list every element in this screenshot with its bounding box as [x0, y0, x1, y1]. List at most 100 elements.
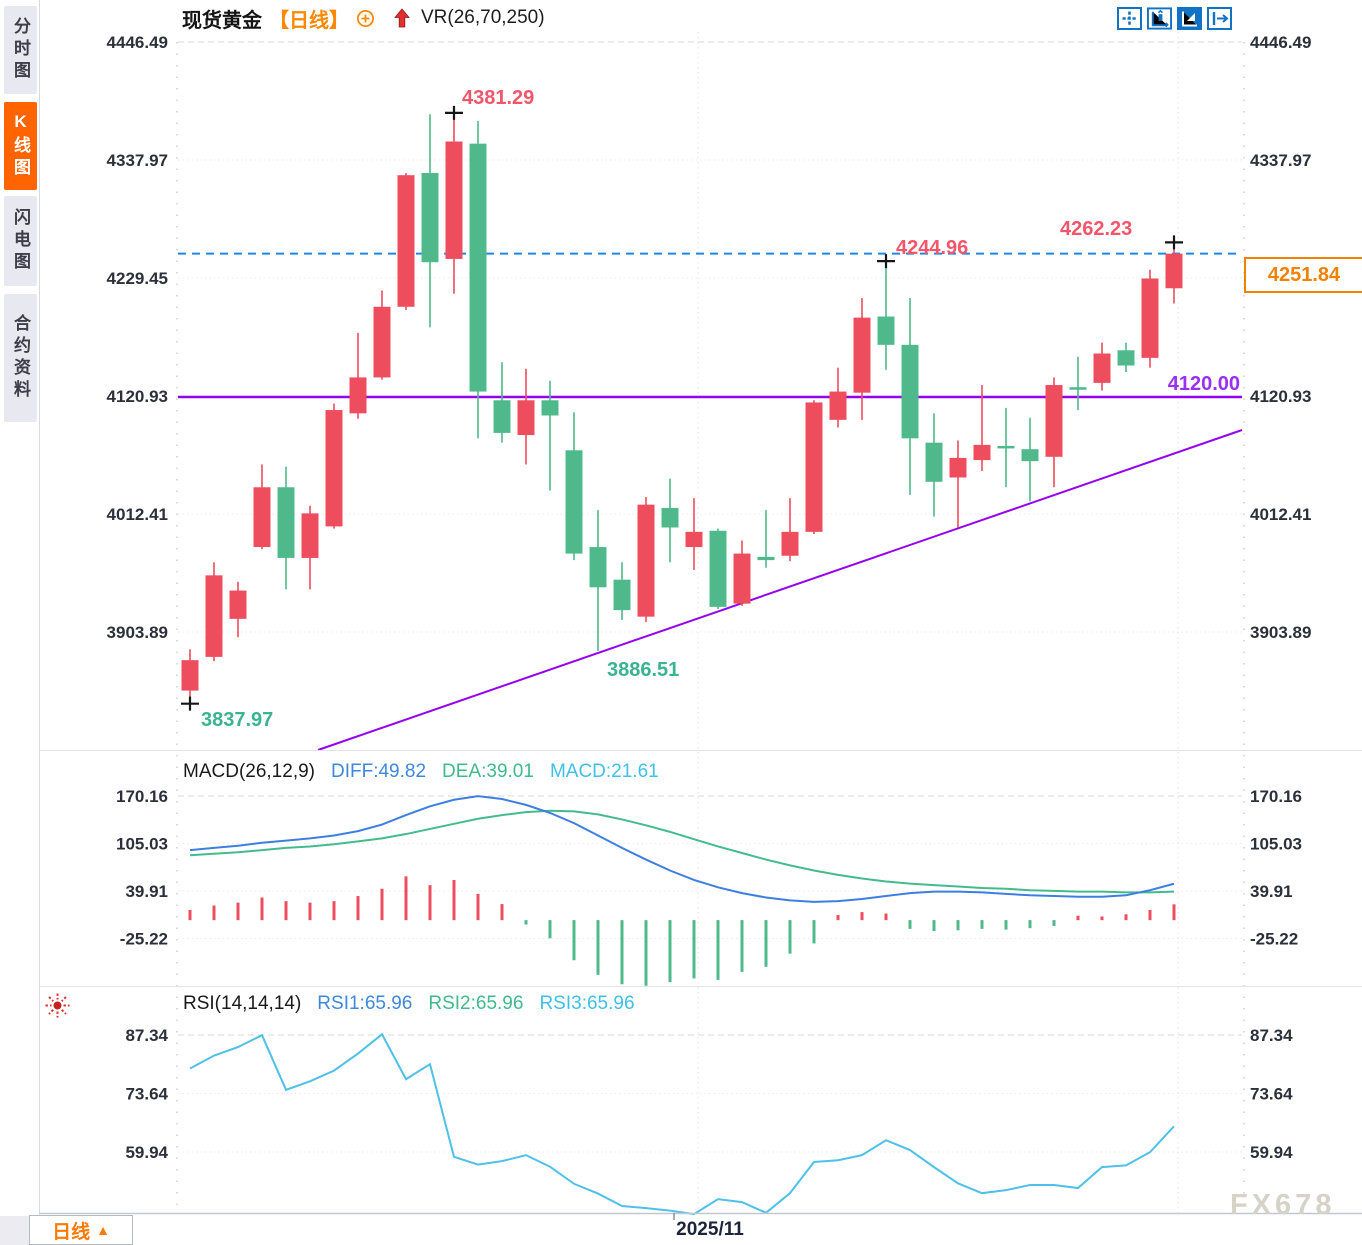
- macd-header: MACD(26,12,9) DIFF:49.82 DEA:39.01 MACD:…: [183, 761, 659, 783]
- candlestick-series: [181, 112, 1183, 708]
- period-selector[interactable]: 日线 ▲: [29, 1215, 133, 1245]
- y-axis-label: 87.34: [125, 1026, 168, 1045]
- axis-zoom-icon[interactable]: [1147, 7, 1172, 30]
- y-axis-label: 170.16: [1250, 787, 1302, 806]
- candle-body: [973, 444, 991, 461]
- vr-indicator-label: VR(26,70,250): [421, 7, 545, 28]
- y-axis-label: 105.03: [116, 835, 168, 854]
- sidebar-tab-timeshare[interactable]: 分时图: [4, 6, 37, 94]
- chart-toolbar: [1117, 7, 1232, 30]
- y-axis-label: 59.94: [125, 1143, 168, 1162]
- candle-body: [1117, 350, 1135, 366]
- price-annotation: 3837.97: [201, 709, 273, 731]
- period-selector-arrow-icon: ▲: [96, 1222, 110, 1238]
- price-annotation: 4120.00: [1168, 373, 1240, 395]
- candle-body: [853, 317, 871, 393]
- candle-body: [1069, 387, 1087, 390]
- candle-body: [997, 445, 1015, 449]
- y-axis-label: 4446.49: [1250, 33, 1311, 52]
- price-annotation: 4262.23: [1060, 218, 1132, 240]
- sun-icon[interactable]: [44, 992, 71, 1019]
- y-axis-label: 4120.93: [1250, 387, 1311, 406]
- candle-body: [709, 530, 727, 607]
- candle-body: [877, 316, 895, 345]
- candle-body: [277, 487, 295, 558]
- y-axis-label: 39.91: [1250, 882, 1293, 901]
- candle-body: [541, 400, 559, 416]
- candle-body: [613, 579, 631, 611]
- price-annotations: 4381.29 4244.96 4262.23 4120.00 3886.51 3837.…: [201, 87, 1240, 731]
- rsi1-value: RSI1:65.96: [317, 993, 413, 1014]
- candle-body: [949, 457, 967, 478]
- y-axis-label: 4120.93: [107, 387, 168, 406]
- y-axis-label: 170.16: [116, 787, 168, 806]
- candle-body: [349, 377, 367, 414]
- crosshair-icon[interactable]: [1117, 7, 1142, 30]
- x-axis-date-label: 2025/11: [676, 1219, 744, 1240]
- y-axis-label: 4337.97: [107, 151, 168, 170]
- macd-dea-value: DEA:39.01: [442, 761, 534, 782]
- cross-marker: [181, 696, 199, 711]
- cross-marker: [1165, 235, 1183, 250]
- y-axis-label: 39.91: [125, 882, 168, 901]
- candle-body: [493, 400, 511, 433]
- y-axis-label: 4446.49: [107, 33, 168, 52]
- auto-fit-icon[interactable]: [1177, 7, 1202, 30]
- macd-diff-value: DIFF:49.82: [331, 761, 427, 782]
- candle-body: [637, 504, 655, 617]
- sidebar-tab-kline[interactable]: K线图: [4, 102, 37, 190]
- rsi-title: RSI(14,14,14): [183, 993, 302, 1014]
- y-axis-label: 59.94: [1250, 1143, 1293, 1162]
- candle-body: [1045, 385, 1063, 457]
- grid: [176, 32, 1245, 1213]
- cross-marker: [445, 105, 463, 120]
- y-axis-label: 4337.97: [1250, 151, 1311, 170]
- price-annotation: 4381.29: [462, 87, 534, 109]
- candle-body: [757, 556, 775, 561]
- candle-body: [565, 450, 583, 554]
- bottom-corner: [0, 1216, 29, 1245]
- macd-dea-line: [189, 809, 1175, 894]
- cross-marker: [877, 254, 895, 269]
- jump-latest-icon[interactable]: [1207, 7, 1232, 30]
- price-annotation: 4244.96: [896, 237, 968, 259]
- candle-body: [1093, 353, 1111, 383]
- y-axis-label: 4229.45: [107, 269, 168, 288]
- candle-body: [373, 306, 391, 378]
- candle-body: [469, 143, 487, 392]
- sidebar-tab-lightning[interactable]: 闪电图: [4, 196, 37, 286]
- y-axis-label: 4012.41: [1250, 505, 1311, 524]
- candle-body: [829, 391, 847, 420]
- macd-pane: [188, 795, 1176, 986]
- sidebar-tab-contract-info[interactable]: 合约资料: [4, 294, 37, 422]
- candle-body: [781, 531, 799, 556]
- candle-body: [805, 402, 823, 532]
- candle-body: [1165, 253, 1183, 289]
- axis-labels: 4446.494446.494337.974337.974229.454229.…: [107, 33, 1312, 1162]
- candle-body: [445, 141, 463, 259]
- candle-body: [205, 575, 223, 657]
- candle-body: [685, 531, 703, 548]
- macd-title: MACD(26,12,9): [183, 761, 315, 782]
- candle-body: [397, 175, 415, 307]
- rsi2-value: RSI2:65.96: [428, 993, 524, 1014]
- watermark: FX678: [1230, 1189, 1336, 1221]
- chart-header: 现货黄金 【日线】 VR(26,70,250): [182, 5, 545, 32]
- candle-body: [925, 442, 943, 482]
- candle-body: [421, 173, 439, 263]
- sidebar: 分时图 K线图 闪电图 合约资料: [0, 0, 40, 1245]
- y-axis-label: 4012.41: [107, 505, 168, 524]
- candle-body: [253, 487, 271, 548]
- y-axis-label: 87.34: [1250, 1026, 1293, 1045]
- y-axis-label: 73.64: [125, 1085, 168, 1104]
- period-selector-label: 日线: [52, 1221, 91, 1243]
- period-tag: 【日线】: [269, 9, 349, 32]
- candle-body: [325, 410, 343, 527]
- candle-body: [229, 590, 247, 619]
- y-axis-label: 3903.89: [1250, 623, 1311, 642]
- add-indicator-icon[interactable]: [356, 9, 375, 28]
- price-markers: [181, 105, 1183, 711]
- candle-body: [301, 513, 319, 558]
